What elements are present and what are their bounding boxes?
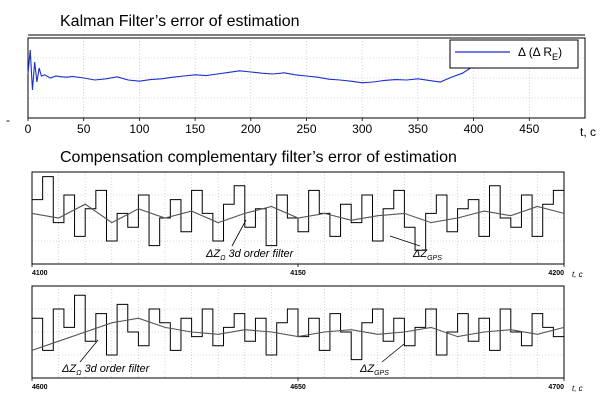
chart-1-series	[27, 49, 474, 91]
annotation-subscript: Ω	[220, 255, 226, 262]
x-tick-label: 400	[464, 122, 484, 136]
chart-3-x-axis-label: t, c	[572, 384, 583, 393]
chart-2-title: Compensation complementary filter’s erro…	[60, 149, 457, 166]
x-tick-label: 4650	[290, 384, 306, 391]
chart-2-annotation-gps-pointer	[389, 235, 421, 247]
legend-suffix: )	[558, 45, 562, 59]
x-tick-label: 200	[241, 122, 261, 136]
x-tick-label: 4100	[32, 270, 48, 277]
series-line-2	[31, 203, 565, 224]
x-tick-label: 300	[352, 122, 372, 136]
series-line-1	[27, 49, 474, 91]
chart-1-x-axis-label: t, c	[580, 125, 596, 139]
annotation-suffix: 3d order filter	[81, 363, 150, 375]
chart-1-x-ticks: 0 50 100 150 200 250 300 350 400 450	[25, 118, 540, 136]
series-line-1	[32, 294, 564, 361]
x-tick-label: 4600	[32, 384, 48, 391]
annotation-subscript: GPS	[427, 255, 442, 262]
annotation-prefix: ΔZ	[359, 363, 375, 375]
chart-1-title: Kalman Filter’s error of estimation	[60, 13, 300, 30]
x-tick-label: 250	[296, 122, 316, 136]
series-line-2	[31, 317, 565, 351]
series-line-1	[32, 176, 564, 251]
x-tick-label: 100	[129, 122, 149, 136]
x-tick-label: 4150	[290, 270, 306, 277]
x-tick-label: 0	[25, 122, 32, 136]
chart-2-x-ticks: 4100 4150 4200	[31, 264, 565, 277]
annotation-prefix: ΔZ	[205, 248, 221, 260]
chart-1-y-tick: -	[6, 113, 10, 127]
x-tick-label: 450	[519, 122, 539, 136]
annotation-suffix: 3d order filter	[225, 248, 294, 260]
chart-2-x-axis-label: t, c	[572, 270, 583, 279]
annotation-subscript: GPS	[374, 370, 389, 377]
annotation-prefix: ΔZ	[412, 248, 428, 260]
chart-1-legend: Δ (Δ RE)	[449, 39, 579, 69]
chart-3-x-ticks: 4600 4650 4700	[31, 378, 565, 391]
chart-2-annotation-filter-pointer	[231, 219, 247, 247]
legend-subscript: E	[552, 52, 558, 62]
x-tick-label: 150	[185, 122, 205, 136]
legend-entry: Δ (Δ RE)	[518, 45, 562, 62]
chart-2-annotation-filter: ΔZΩ 3d order filter	[205, 248, 295, 262]
chart-3-series	[31, 294, 565, 361]
chart-3-annotation-filter: ΔZΩ 3d order filter	[61, 363, 151, 377]
x-tick-label: 350	[408, 122, 428, 136]
chart-3-annotation-gps-pointer	[381, 343, 405, 363]
annotation-subscript: Ω	[76, 370, 82, 377]
x-tick-label: 4700	[548, 384, 564, 391]
chart-2-series	[31, 176, 565, 251]
annotation-prefix: ΔZ	[61, 363, 77, 375]
chart-3-grid	[32, 286, 564, 378]
legend-prefix: Δ (Δ R	[518, 45, 552, 59]
legend-box	[449, 39, 579, 69]
x-tick-label: 4200	[548, 270, 564, 277]
chart-3-annotation-gps: ΔZGPS	[359, 363, 389, 377]
chart-2-annotation-gps: ΔZGPS	[412, 248, 442, 262]
chart-3-annotation-filter-pointer	[79, 339, 99, 363]
x-tick-label: 50	[77, 122, 91, 136]
